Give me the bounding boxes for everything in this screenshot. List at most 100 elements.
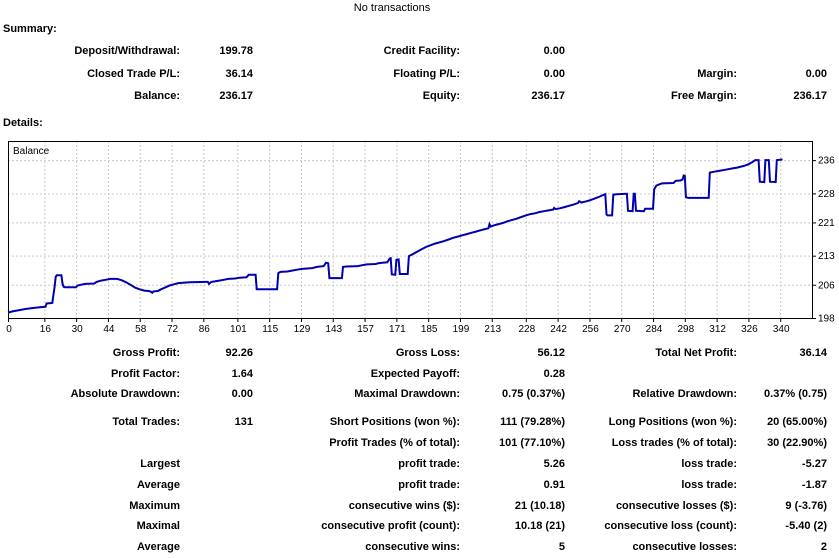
stat-label: consecutive loss (count): (604, 520, 737, 533)
table-row: Balance: 236.17 Equity: 236.17 Free Margin: 2… (0, 85, 839, 108)
x-tick-label: 242 (550, 324, 567, 335)
x-tick-label: 30 (72, 324, 84, 335)
chart-border (8, 141, 813, 319)
stat-value: 30 (22.90%) (767, 437, 827, 450)
stat-value: 56.12 (537, 347, 565, 360)
stat-label: Total Net Profit: (655, 347, 737, 360)
details-section-title: Details: (3, 117, 43, 129)
stat-label: Profit Trades (% of total): (329, 437, 460, 450)
stat-value: -5.40 (2) (785, 520, 827, 533)
stat-value: 0.37% (0.75) (764, 387, 827, 400)
x-tick-label: 171 (389, 324, 406, 335)
stat-value: 36.14 (799, 347, 827, 360)
x-tick-label: 185 (421, 324, 438, 335)
balance-chart-svg: 0 16 30 44 58 72 86 101 115 129 143 157 171 185 199 213… (6, 141, 835, 335)
stat-value: 5 (558, 541, 565, 554)
x-tick-label: 284 (646, 324, 663, 335)
stat-label: Loss trades (% of total): (611, 437, 737, 450)
stat-label: profit trade: (398, 457, 460, 470)
table-row: Largest profit trade: 5.26 loss trade: -5.27 (0, 454, 839, 475)
summary-table: Deposit/Withdrawal: 199.78 Credit Facility… (0, 40, 839, 108)
stat-label: consecutive losses: (632, 541, 737, 554)
x-tick-label: 157 (357, 324, 374, 335)
x-tick-label: 101 (230, 324, 247, 335)
stat-label: profit trade: (398, 478, 460, 491)
stat-value: 131 (234, 416, 253, 429)
x-tick-label: 326 (741, 324, 758, 335)
stat-value: 0.00 (543, 67, 565, 80)
stat-label: Maximal Drawdown: (354, 387, 460, 400)
stat-label: Short Positions (won %): (329, 416, 460, 429)
table-row: Average consecutive wins: 5 consecutive los… (0, 537, 839, 558)
stats-table-trades: Total Trades: 131 Short Positions (won %):… (0, 412, 839, 558)
x-tick-label: 312 (709, 324, 726, 335)
balance-series-label: Balance (13, 146, 50, 157)
stat-label: Average (136, 478, 180, 491)
stat-value: 20 (65.00%) (767, 416, 827, 429)
stat-label: Maximum (129, 499, 180, 512)
x-tick-label: 298 (677, 324, 694, 335)
x-tick-label: 129 (294, 324, 311, 335)
stat-label: Deposit/Withdrawal: (74, 45, 180, 58)
x-tick-label: 58 (135, 324, 147, 335)
y-tick-label: 236 (818, 156, 835, 167)
stat-label: Maximal (136, 520, 180, 533)
x-tick-label: 228 (518, 324, 535, 335)
stat-label: Margin: (697, 67, 737, 80)
stat-value: 1.64 (231, 367, 253, 380)
x-tick-label: 340 (773, 324, 790, 335)
x-tick-label: 72 (167, 324, 179, 335)
table-row: Deposit/Withdrawal: 199.78 Credit Facility… (0, 40, 839, 63)
x-tick-label: 0 (6, 324, 12, 335)
stat-value: 5.26 (543, 457, 565, 470)
stat-label: Balance: (134, 90, 180, 103)
balance-chart: 0 16 30 44 58 72 86 101 115 129 143 157 171 185 199 213… (0, 135, 839, 335)
stat-value: 36.14 (225, 67, 253, 80)
stat-label: Average (136, 541, 180, 554)
stat-label: consecutive profit (count): (321, 520, 460, 533)
stat-value: 199.78 (219, 45, 253, 58)
stat-label: Relative Drawdown: (632, 387, 737, 400)
stat-label: Profit Factor: (110, 367, 180, 380)
stats-table-profit: Gross Profit: 92.26 Gross Loss: 56.12 Total … (0, 343, 839, 404)
stat-label: Total Trades: (112, 416, 180, 429)
stat-label: Closed Trade P/L: (87, 67, 180, 80)
y-tick-label: 198 (818, 314, 835, 325)
stat-value: -5.27 (801, 457, 827, 470)
stat-value: 9 (-3.76) (785, 499, 827, 512)
x-tick-label: 115 (262, 324, 278, 335)
stat-label: Gross Profit: (112, 347, 180, 360)
stat-label: Expected Payoff: (370, 367, 460, 380)
stat-label: Largest (140, 457, 180, 470)
stat-label: Credit Facility: (383, 45, 460, 58)
stat-label: Floating P/L: (393, 67, 460, 80)
table-row: Total Trades: 131 Short Positions (won %):… (0, 412, 839, 433)
y-tick-label: 206 (818, 280, 835, 291)
stat-value: 111 (79.28%) (500, 416, 565, 429)
y-tick-label: 213 (818, 251, 835, 262)
stat-label: consecutive wins: (365, 541, 460, 554)
x-tick-label: 86 (199, 324, 211, 335)
stat-value: 0.00 (231, 387, 253, 400)
table-row: Profit Factor: 1.64 Expected Payoff: 0.28 (0, 363, 839, 383)
stat-label: Free Margin: (670, 90, 737, 103)
stat-value: 236.17 (219, 90, 253, 103)
table-row: Maximum consecutive wins ($): 21 (10.18) co… (0, 495, 839, 516)
balance-line-series (7, 158, 783, 314)
x-tick-label: 213 (484, 324, 501, 335)
table-row: Average profit trade: 0.91 loss trade: -1.87 (0, 474, 839, 495)
stat-label: loss trade: (681, 457, 737, 470)
stat-value: 21 (10.18) (514, 499, 565, 512)
table-row: Maximal consecutive profit (count): 10.18 … (0, 516, 839, 537)
stat-label: Gross Loss: (395, 347, 460, 360)
x-tick-label: 16 (40, 324, 52, 335)
x-tick-label: 143 (325, 324, 342, 335)
y-tick-label: 228 (818, 189, 835, 200)
stat-value: 0.00 (805, 67, 827, 80)
stat-value: -1.87 (801, 478, 827, 491)
summary-section-title: Summary: (3, 23, 57, 35)
stat-label: Equity: (422, 90, 460, 103)
stat-value: 0.91 (543, 478, 565, 491)
stat-label: consecutive losses ($): (615, 499, 737, 512)
no-transactions-text: No transactions (353, 2, 431, 14)
